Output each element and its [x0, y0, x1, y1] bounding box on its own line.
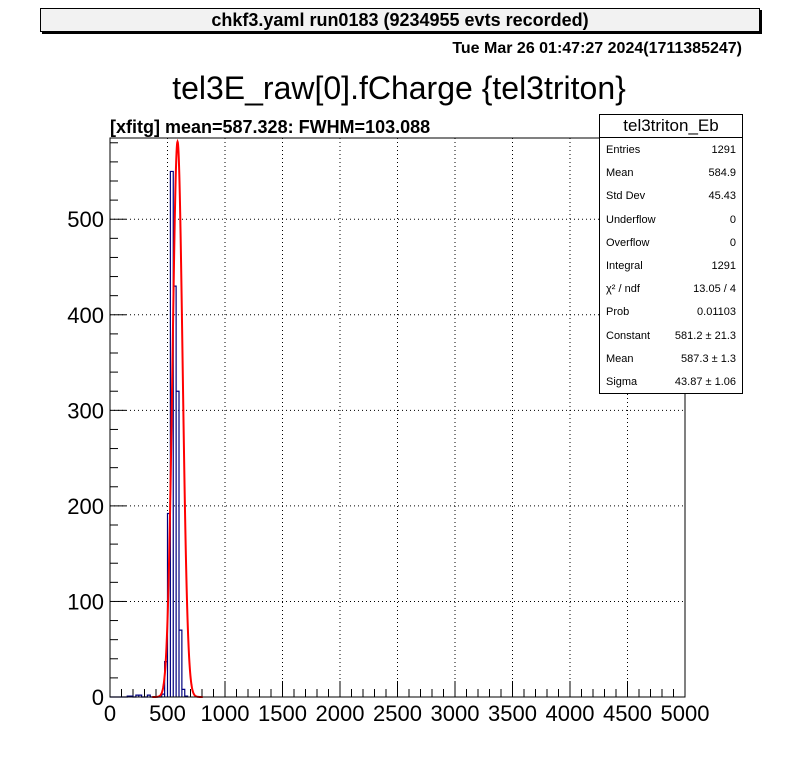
stats-key: Mean — [606, 352, 634, 365]
x-tick-label: 4000 — [546, 701, 595, 726]
stats-box-title: tel3triton_Eb — [600, 115, 742, 138]
x-tick-label: 0 — [104, 701, 116, 726]
x-tick-label: 2000 — [316, 701, 365, 726]
stats-box: tel3triton_Eb Entries 1291 Mean 584.9 Std De… — [599, 114, 743, 394]
x-tick-label: 5000 — [661, 701, 710, 726]
stats-key: Constant — [606, 329, 651, 342]
stats-value: 45.43 — [708, 190, 736, 203]
x-tick-label: 3000 — [431, 701, 480, 726]
run-banner: chkf3.yaml run0183 (9234955 evts recorde… — [40, 8, 760, 32]
stats-row: Constant 581.2 ± 21.3 — [606, 330, 736, 350]
gaussian-fit-curve — [152, 138, 203, 698]
stats-key: Std Dev — [606, 190, 646, 203]
x-tick-label: 3500 — [488, 701, 537, 726]
y-tick-label: 100 — [67, 589, 104, 614]
stats-value: 0.01103 — [697, 306, 736, 319]
stats-value: 587.3 ± 1.3 — [681, 352, 736, 365]
stats-value: 0 — [729, 236, 736, 249]
stats-value: 584.9 — [708, 167, 736, 180]
stats-key: Entries — [606, 144, 641, 156]
stats-value: 1291 — [711, 260, 736, 272]
x-tick-label: 1000 — [201, 701, 250, 726]
tick-labels: 0 500 1000 1500 2000 2500 3000 3500 4000 4500 5000… — [67, 207, 709, 726]
timestamp: Tue Mar 26 01:47:27 2024(1711385247) — [452, 40, 742, 57]
stats-row: Mean 587.3 ± 1.3 — [606, 353, 736, 373]
y-tick-label: 200 — [67, 494, 104, 519]
stats-value: 1291 — [711, 144, 736, 156]
stats-key: χ² / ndf — [606, 283, 640, 296]
stats-row: Std Dev 45.43 — [606, 190, 736, 210]
x-tick-label: 1500 — [258, 701, 307, 726]
stats-row: Overflow 0 — [606, 237, 736, 257]
stats-key: Mean — [606, 167, 634, 180]
stats-row: Entries 1291 — [606, 144, 736, 164]
y-tick-label: 0 — [92, 685, 104, 710]
x-tick-label: 2500 — [373, 701, 422, 726]
stats-value: 0 — [729, 213, 736, 226]
stats-row: Prob 0.01103 — [606, 306, 736, 326]
stats-row: Mean 584.9 — [606, 167, 736, 187]
stats-key: Overflow — [606, 236, 650, 249]
stats-key: Prob — [606, 306, 630, 319]
stats-row: Sigma 43.87 ± 1.06 — [606, 376, 736, 396]
y-tick-label: 400 — [67, 303, 104, 328]
stats-row: χ² / ndf 13.05 / 4 — [606, 283, 736, 303]
stats-value: 43.87 ± 1.06 — [674, 376, 736, 388]
stats-key: Sigma — [606, 376, 638, 388]
stats-value: 13.05 / 4 — [693, 283, 736, 296]
stats-key: Underflow — [606, 213, 656, 226]
stats-value: 581.2 ± 21.3 — [674, 329, 736, 342]
stats-row: Integral 1291 — [606, 260, 736, 280]
plot-frame — [109, 137, 686, 698]
fit-summary-label: [xfitg] mean=587.328: FWHM=103.088 — [110, 117, 431, 137]
y-tick-label: 300 — [67, 398, 104, 423]
stats-row: Underflow 0 — [606, 214, 736, 234]
y-tick-label: 500 — [67, 207, 104, 232]
histogram-series — [110, 170, 189, 698]
stats-key: Integral — [606, 260, 643, 272]
histogram-title: tel3E_raw[0].fCharge {tel3triton} — [172, 70, 626, 106]
x-tick-label: 4500 — [603, 701, 652, 726]
x-tick-label: 500 — [149, 701, 186, 726]
